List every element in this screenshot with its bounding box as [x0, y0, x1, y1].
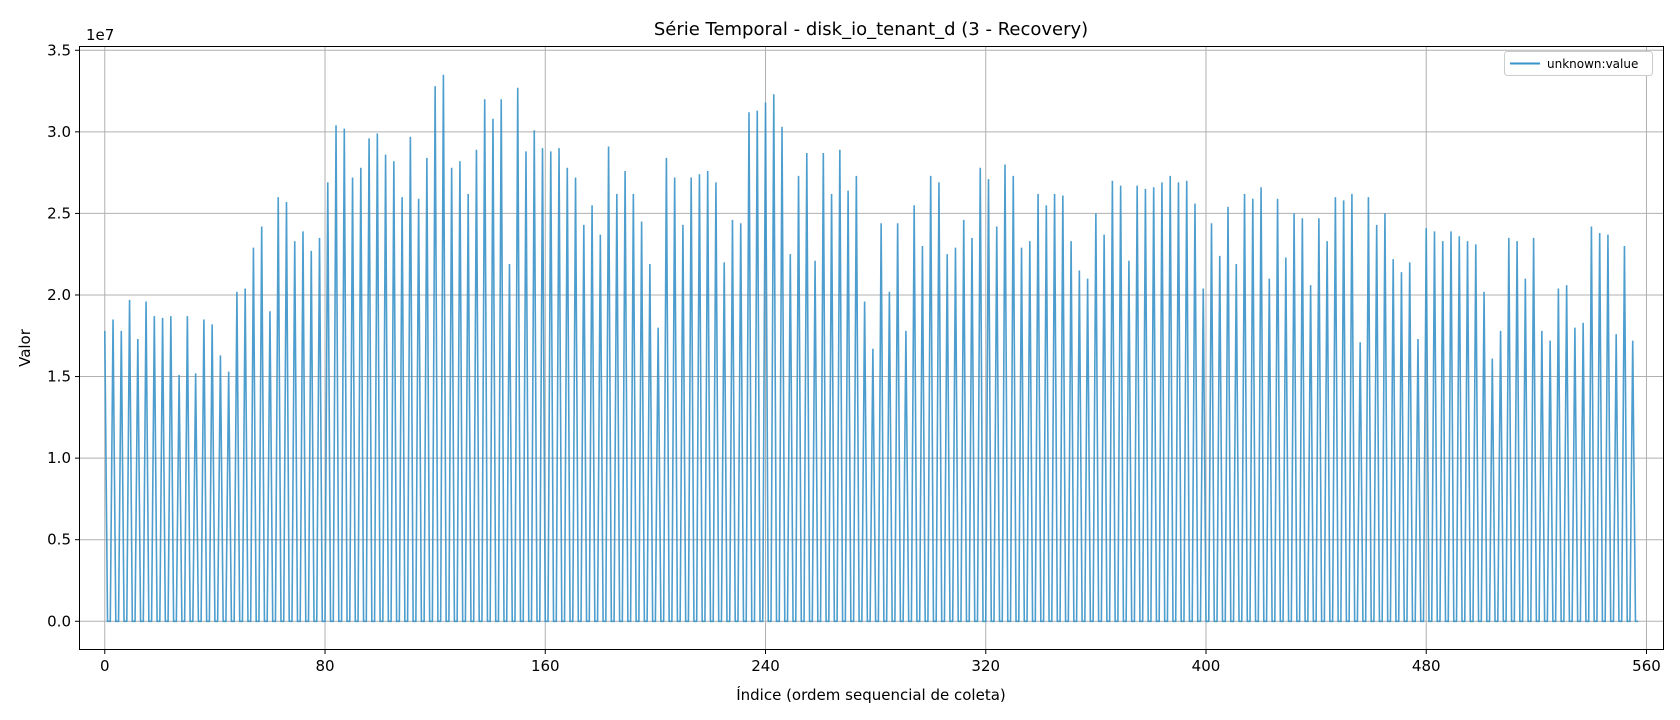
y-axis-label: Valor [16, 328, 34, 367]
y-axis-multiplier: 1e7 [86, 26, 114, 44]
x-tick-label: 400 [1192, 657, 1221, 675]
x-tick-label: 320 [971, 657, 1000, 675]
y-tick-label: 3.5 [47, 41, 71, 59]
y-tick-label: 2.0 [47, 286, 71, 304]
y-tick-label: 2.5 [47, 204, 71, 222]
legend-box [1504, 51, 1653, 76]
series-line-unknown-value [103, 74, 1639, 623]
y-tick-label: 0.5 [47, 531, 71, 549]
x-tick-label: 0 [100, 657, 110, 675]
chart-title: Série Temporal - disk_io_tenant_d (3 - R… [654, 19, 1088, 40]
plot-area-frame [79, 46, 1664, 650]
x-axis-ticks: 0 80 160 240 320 400 480 560 [100, 649, 1661, 675]
y-axis-ticks: 0.0 0.5 1.0 1.5 2.0 2.5 3.0 3.5 [47, 41, 80, 630]
x-tick-label: 160 [531, 657, 560, 675]
y-tick-label: 1.5 [47, 368, 71, 386]
x-tick-label: 80 [315, 657, 334, 675]
y-tick-label: 0.0 [47, 612, 71, 630]
y-tick-label: 3.0 [47, 123, 71, 141]
y-tick-label: 1.0 [47, 449, 71, 467]
x-axis-label: Índice (ordem sequencial de coleta) [736, 685, 1006, 704]
x-tick-label: 480 [1412, 657, 1441, 675]
x-tick-label: 240 [751, 657, 780, 675]
legend: unknown:value [1504, 51, 1653, 76]
series-unknown-value [103, 74, 1639, 623]
x-tick-label: 560 [1632, 657, 1661, 675]
legend-entry-unknown-value: unknown:value [1547, 57, 1638, 71]
